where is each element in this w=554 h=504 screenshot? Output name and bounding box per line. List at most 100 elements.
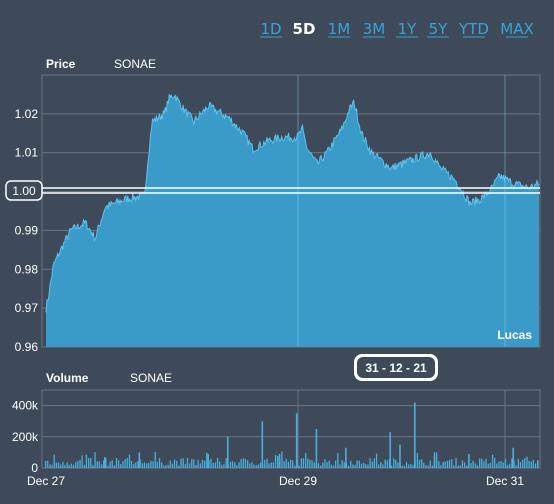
volume-bar (371, 461, 373, 468)
volume-bar (442, 462, 444, 468)
volume-bar (158, 458, 161, 468)
volume-bar (305, 452, 307, 468)
volume-bar (77, 460, 79, 468)
volume-bar (85, 454, 88, 468)
volume-bar (169, 460, 171, 468)
range-button-3m[interactable]: 3M (363, 20, 386, 38)
volume-bar (373, 458, 375, 468)
volume-bar (479, 458, 481, 468)
volume-bar (512, 447, 514, 468)
volume-bar (360, 463, 363, 468)
volume-bar (261, 421, 264, 468)
volume-bar (191, 459, 193, 468)
volume-bar (109, 461, 111, 468)
volume-bar (120, 464, 122, 468)
range-button-1y[interactable]: 1Y (398, 20, 418, 38)
volume-bar (367, 464, 369, 468)
volume-plot-frame (41, 389, 541, 469)
volume-bar (511, 458, 513, 468)
volume-bar (210, 458, 212, 468)
volume-bar (309, 459, 311, 468)
volume-bar (251, 462, 253, 468)
volume-bar (504, 459, 507, 468)
volume-bar (517, 458, 519, 468)
volume-bar (386, 460, 388, 468)
volume-bar (264, 460, 266, 468)
volume-bar (212, 463, 214, 468)
volume-bar (358, 460, 360, 468)
volume-bar (466, 465, 468, 468)
volume-bar (146, 463, 148, 468)
crosshair-date-label: 31 - 12 - 21 (365, 361, 427, 375)
volume-bar (88, 458, 90, 468)
volume-bar (143, 462, 146, 468)
volume-bar (45, 461, 47, 468)
volume-bar (281, 451, 283, 468)
range-button-5y[interactable]: 5Y (429, 20, 449, 38)
volume-bar (513, 460, 515, 468)
range-button-ytd[interactable]: YTD (458, 20, 489, 38)
volume-bar (161, 462, 163, 468)
volume-tick-label: 0 (31, 461, 38, 475)
price-tick-label: 0.99 (15, 223, 39, 237)
volume-bar (173, 459, 176, 468)
volume-bar (322, 462, 324, 468)
volume-bar (496, 463, 498, 468)
volume-bar (416, 453, 418, 468)
volume-bar (313, 462, 315, 468)
volume-bar (128, 454, 131, 468)
volume-bar (369, 458, 371, 468)
volume-bar (141, 463, 143, 468)
volume-bar (438, 461, 440, 468)
volume-bar (320, 465, 322, 468)
price-tick-label: 1.02 (15, 107, 39, 121)
volume-bar (249, 463, 251, 468)
price-panel-title: Price (46, 57, 76, 71)
volume-bar (412, 464, 414, 468)
volume-bar (302, 458, 305, 468)
volume-bar (75, 462, 77, 468)
crosshair-date-box (357, 357, 435, 378)
volume-bar (464, 462, 466, 468)
volume-bar (365, 464, 367, 468)
volume-bar (100, 464, 103, 468)
volume-bar (384, 459, 386, 468)
volume-bar (247, 460, 249, 468)
volume-bar (253, 464, 255, 468)
volume-bar (277, 455, 279, 468)
volume-bars (45, 402, 539, 468)
volume-bar (500, 461, 502, 468)
volume-bar (330, 464, 332, 468)
price-tick-label: 0.98 (15, 262, 39, 276)
volume-bar (481, 458, 483, 468)
volume-bar (356, 460, 358, 468)
volume-bar (453, 465, 455, 468)
volume-bar (165, 465, 167, 468)
volume-bar (289, 459, 292, 468)
range-button-5d[interactable]: 5D (293, 20, 316, 38)
volume-bar (476, 465, 479, 468)
volume-bar (216, 458, 219, 468)
volume-bar (92, 464, 94, 468)
volume-bar (390, 465, 393, 468)
volume-bar (154, 452, 156, 468)
volume-bar (287, 461, 290, 468)
volume-bar (193, 459, 195, 468)
range-button-1d[interactable]: 1D (260, 20, 281, 38)
volume-bar (240, 459, 242, 468)
volume-bar (221, 464, 223, 468)
volume-bar (152, 461, 154, 468)
volume-bar (94, 452, 96, 468)
volume-bar (180, 458, 182, 468)
volume-bar (278, 454, 281, 468)
volume-bar (382, 464, 384, 468)
volume-bar (81, 455, 83, 468)
volume-bar (133, 463, 135, 468)
volume-bar (201, 459, 204, 468)
range-button-max[interactable]: MAX (500, 20, 533, 38)
range-button-1m[interactable]: 1M (328, 20, 351, 38)
volume-bar (259, 462, 262, 468)
volume-bar (528, 460, 530, 468)
volume-bar (339, 464, 341, 468)
volume-bar (272, 462, 274, 468)
